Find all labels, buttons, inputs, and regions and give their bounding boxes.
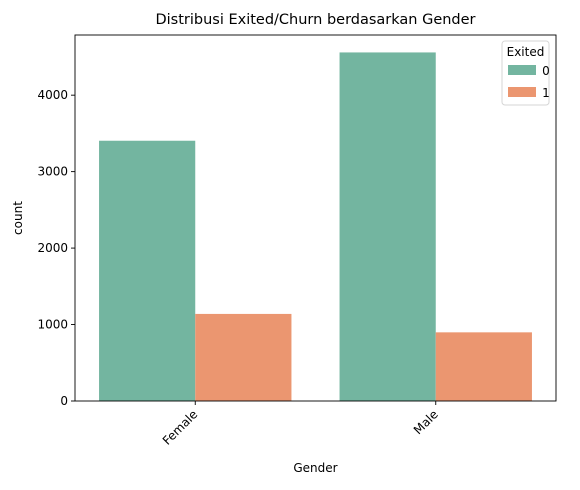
bars-layer [99, 52, 532, 402]
y-tick-label: 0 [60, 394, 68, 408]
legend-swatch-0 [508, 65, 536, 75]
legend-swatch-1 [508, 87, 536, 97]
bar-female-exited-0 [99, 140, 196, 402]
y-axis-label: count [11, 201, 25, 235]
bar-male-exited-1 [435, 332, 532, 401]
legend-label-1: 1 [542, 86, 550, 100]
bar-female-exited-1 [195, 313, 292, 401]
chart-title: Distribusi Exited/Churn berdasarkan Gend… [155, 12, 475, 28]
y-tick-label: 3000 [37, 165, 68, 179]
x-axis-label: Gender [293, 461, 337, 475]
bar-male-exited-0 [339, 52, 436, 401]
x-tick-label-female: Female [160, 407, 201, 448]
y-tick-label: 1000 [37, 318, 68, 332]
y-tick-label: 2000 [37, 241, 68, 255]
legend-label-0: 0 [542, 64, 550, 78]
legend: Exited 01 [501, 40, 550, 106]
legend-entries: 01 [508, 64, 550, 100]
x-tick-label-male: Male [411, 407, 441, 437]
y-tick-label: 4000 [37, 88, 68, 102]
legend-title: Exited [507, 45, 545, 59]
plot-frame [74, 34, 557, 402]
